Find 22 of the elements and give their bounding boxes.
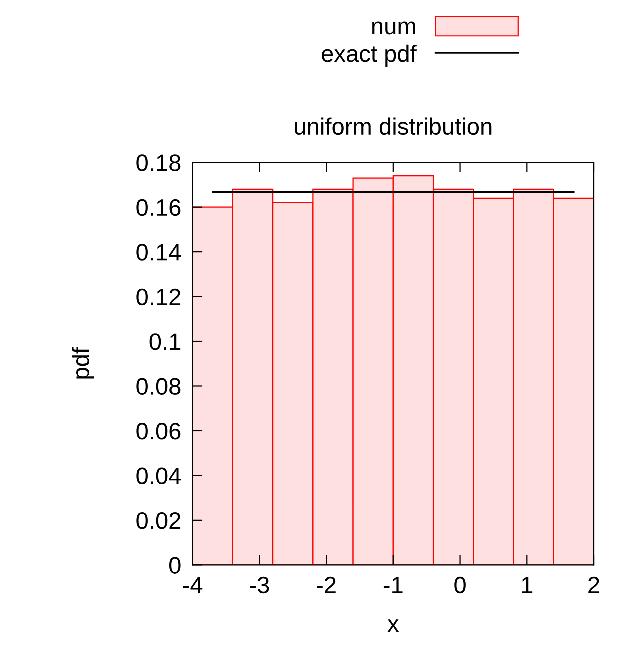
x-tick-label: -2 [317, 576, 336, 594]
y-tick-label: 0.04 [136, 468, 182, 484]
y-tick-label: 0.06 [136, 423, 181, 440]
y-tick-label: 0.08 [136, 378, 181, 396]
y-tick-label: 0.18 [136, 154, 181, 172]
x-tick-label: 1 [522, 577, 533, 594]
x-tick-label: -3 [250, 576, 270, 594]
y-tick-label: 0.1 [150, 334, 181, 350]
chart-title: uniform distribution [295, 118, 492, 136]
legend-label: exact pdf [322, 44, 417, 67]
y-tick-label: 0.02 [136, 512, 181, 530]
y-axis-title: pdf [72, 347, 94, 379]
y-tick-label: 0.14 [136, 244, 182, 261]
x-tick-label: 2 [588, 576, 600, 594]
x-tick-label: -1 [384, 577, 403, 594]
y-tick-label: 0.16 [136, 199, 181, 216]
legend-label: num [372, 22, 416, 35]
x-tick-label: -4 [183, 577, 203, 594]
x-tick-label: 0 [454, 576, 466, 594]
y-tick-label: 0.12 [136, 288, 181, 306]
y-tick-label: 0 [170, 557, 181, 574]
x-axis-title: x [388, 620, 400, 632]
